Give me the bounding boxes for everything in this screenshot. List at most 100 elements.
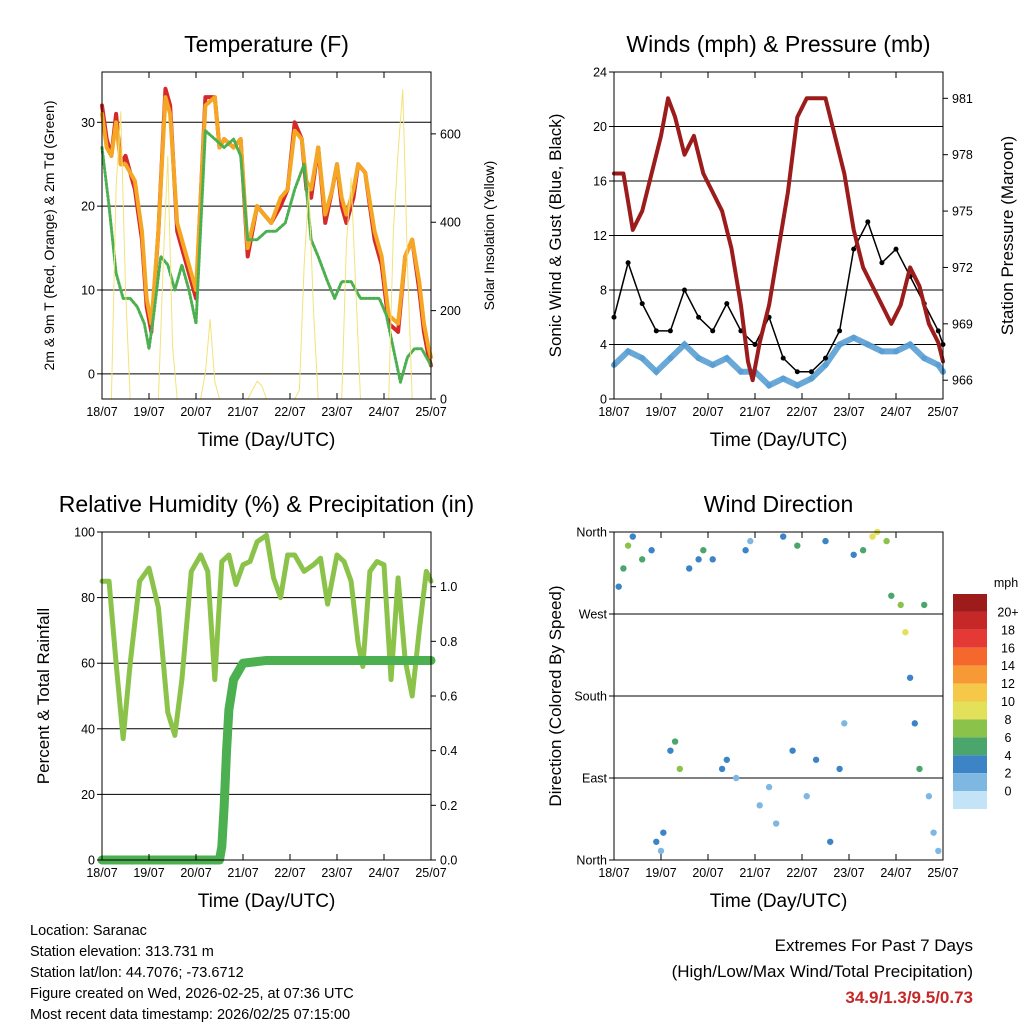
direction-point bbox=[902, 629, 909, 636]
series-total-rainfall-line bbox=[97, 655, 436, 865]
created-text: Figure created on Wed, 2026-02-25, at 07… bbox=[30, 986, 354, 1002]
x-tick-label: 24/07 bbox=[880, 405, 911, 419]
colorbar-title: mph bbox=[994, 576, 1018, 590]
series-wind-point bbox=[780, 375, 787, 382]
y-tick-label: East bbox=[582, 772, 608, 786]
series-wind-point bbox=[737, 368, 744, 375]
y-axis-label: Direction (Colored By Speed) bbox=[546, 585, 565, 806]
chart-temperature: 18/07 19/07 20/07 21/07 22/07 23/07 24/07 25/07… bbox=[41, 31, 497, 451]
direction-point bbox=[911, 720, 918, 727]
colorbar-swatch bbox=[953, 647, 987, 666]
direction-point bbox=[653, 838, 660, 845]
series-gust-point bbox=[752, 342, 758, 347]
x-tick-label: 25/07 bbox=[927, 866, 958, 880]
y-right-tick-label: 0.0 bbox=[440, 854, 457, 868]
series-gust-point bbox=[808, 369, 814, 375]
colorbar-swatch bbox=[953, 629, 987, 648]
direction-point bbox=[888, 592, 895, 599]
y-tick-label: 8 bbox=[600, 284, 607, 298]
series-gust-point bbox=[794, 369, 800, 375]
x-tick-label: 18/07 bbox=[86, 405, 117, 419]
colorbar-label: 14 bbox=[1001, 659, 1015, 673]
x-tick-label: 25/07 bbox=[415, 866, 446, 880]
colorbar-swatch bbox=[953, 719, 987, 738]
direction-point bbox=[671, 738, 679, 745]
y-tick-label: 12 bbox=[593, 229, 607, 243]
direction-point bbox=[733, 774, 740, 782]
series-wind-point bbox=[893, 348, 899, 355]
direction-point bbox=[906, 674, 914, 681]
y-right-tick-label: 0.4 bbox=[440, 744, 457, 758]
y-right-tick-label: 0.8 bbox=[440, 635, 457, 649]
station-info: Location: Saranac Station elevation: 313… bbox=[30, 921, 354, 1026]
series-wind-point bbox=[850, 334, 857, 341]
series-wind-point bbox=[808, 375, 815, 382]
x-tick-label: 19/07 bbox=[645, 866, 676, 880]
direction-point bbox=[780, 533, 787, 540]
y-tick-label: 20 bbox=[81, 788, 95, 802]
y-right-tick-label: 1.0 bbox=[440, 580, 457, 594]
series-wind-point bbox=[878, 348, 885, 355]
direction-point bbox=[615, 583, 622, 590]
direction-point bbox=[935, 847, 942, 855]
direction-point bbox=[916, 765, 923, 773]
series-pressure-line bbox=[612, 96, 945, 383]
series-gust-point bbox=[865, 219, 871, 225]
y-tick-label: South bbox=[574, 690, 607, 704]
chart-direction: 18/07 19/07 20/07 21/07 22/07 23/07 24/07 25/07… bbox=[546, 491, 1019, 912]
series-gust-point bbox=[682, 287, 687, 293]
series-wind-point bbox=[766, 382, 773, 389]
series-wind-point bbox=[836, 341, 843, 348]
y-tick-label: 30 bbox=[81, 116, 95, 130]
x-tick-label: 23/07 bbox=[321, 866, 352, 880]
direction-point bbox=[812, 756, 820, 763]
x-tick-label: 25/07 bbox=[927, 405, 958, 419]
series-gust-point bbox=[935, 328, 941, 334]
series-wind-point bbox=[794, 382, 801, 389]
elevation-text: Station elevation: 313.731 m bbox=[30, 944, 214, 960]
y-axis-right-label: Station Pressure (Maroon) bbox=[998, 136, 1017, 335]
series-gust-point bbox=[823, 355, 828, 361]
y-tick-label: 0 bbox=[600, 393, 607, 407]
direction-point bbox=[859, 547, 867, 554]
colorbar-swatch bbox=[953, 594, 987, 612]
direction-point bbox=[789, 747, 796, 754]
direction-point bbox=[841, 720, 848, 727]
y-tick-label: 80 bbox=[81, 591, 95, 605]
direction-point bbox=[765, 783, 773, 791]
colorbar-swatch bbox=[953, 773, 987, 792]
direction-point bbox=[648, 547, 655, 554]
y-right-tick-label: 0 bbox=[440, 393, 447, 407]
x-tick-label: 22/07 bbox=[786, 866, 817, 880]
y-axis-label: Sonic Wind & Gust (Blue, Black) bbox=[546, 114, 565, 358]
series-gust-point bbox=[851, 246, 857, 252]
chart-title: Temperature (F) bbox=[184, 31, 349, 57]
direction-point bbox=[676, 765, 683, 773]
series-wind-point bbox=[695, 355, 702, 362]
x-tick-label: 24/07 bbox=[368, 866, 399, 880]
direction-point bbox=[827, 838, 834, 845]
chart-humidity: 18/07 19/07 20/07 21/07 22/07 23/07 24/07 25/07… bbox=[34, 491, 474, 912]
y-axis-label: 2m & 9m T (Red, Orange) & 2m Td (Green) bbox=[41, 101, 57, 371]
direction-point bbox=[695, 556, 702, 563]
y-tick-label: West bbox=[579, 608, 608, 622]
colorbar-label: 18 bbox=[1001, 623, 1015, 637]
series-gust-point bbox=[724, 301, 730, 307]
direction-point bbox=[930, 829, 937, 836]
x-axis-label: Time (Day/UTC) bbox=[710, 891, 848, 912]
direction-point bbox=[925, 793, 933, 800]
x-tick-label: 19/07 bbox=[645, 405, 676, 419]
series-wind-point bbox=[709, 361, 716, 368]
y-right-tick-label: 981 bbox=[952, 92, 973, 106]
series-gust-point bbox=[710, 328, 716, 334]
x-axis-label: Time (Day/UTC) bbox=[710, 430, 848, 451]
x-tick-label: 25/07 bbox=[415, 405, 446, 419]
direction-point bbox=[850, 551, 857, 558]
x-tick-label: 23/07 bbox=[833, 866, 864, 880]
series-gust-point bbox=[837, 328, 843, 334]
x-tick-label: 20/07 bbox=[692, 405, 723, 419]
colorbar-swatch bbox=[953, 683, 987, 702]
y-right-tick-label: 0.6 bbox=[440, 690, 457, 704]
y-tick-label: 10 bbox=[81, 284, 95, 298]
